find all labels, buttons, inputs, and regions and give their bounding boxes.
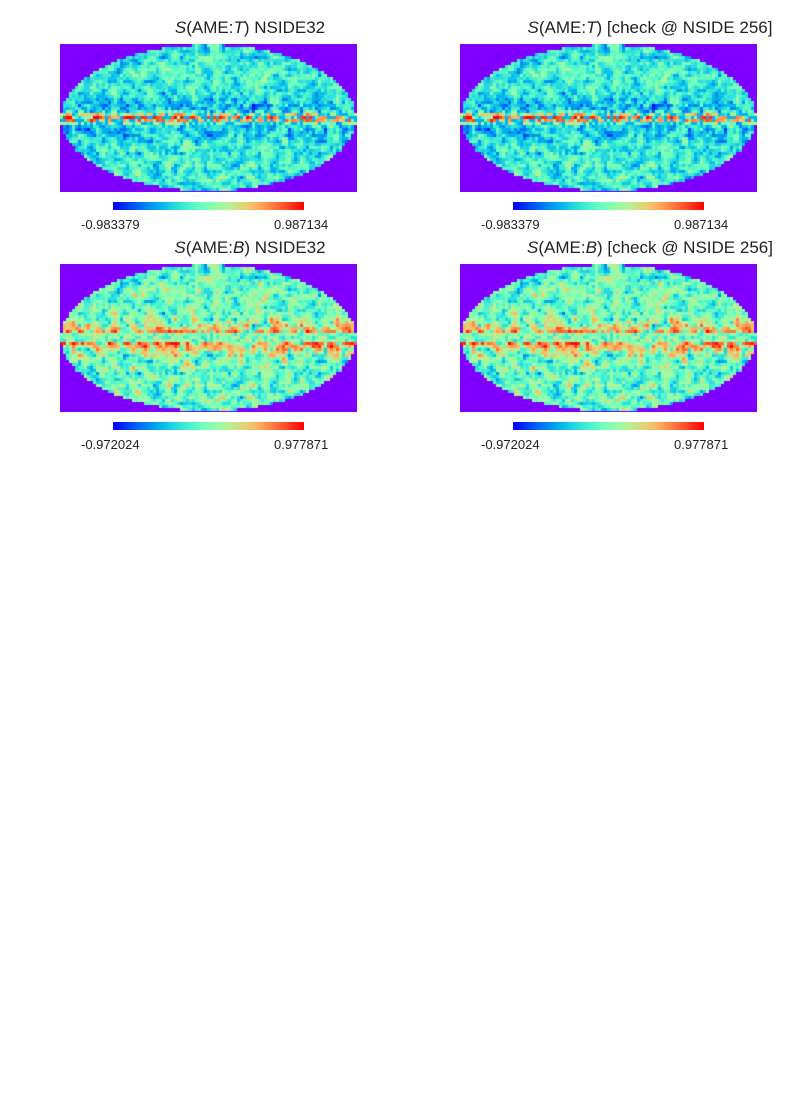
title-close: ) — [243, 18, 250, 37]
sky-map — [60, 264, 357, 412]
colorbar-min-label: -0.972024 — [481, 437, 540, 452]
sky-map — [460, 44, 757, 192]
colorbar-min-label: -0.972024 — [81, 437, 140, 452]
map-panel: S(AME:T) [check @ NSIDE 256] -0.983379 0… — [460, 16, 800, 232]
title-close: ) — [596, 238, 603, 257]
colorbar — [513, 202, 704, 210]
colorbar-min-label: -0.983379 — [81, 217, 140, 232]
title-quantity: T — [233, 18, 244, 37]
colorbar-min-label: -0.983379 — [481, 217, 540, 232]
colorbar-max-label: 0.987134 — [274, 217, 329, 232]
colorbar-max-label: 0.977871 — [274, 437, 329, 452]
panel-title: S(AME:T) [check @ NSIDE 256] — [460, 16, 800, 40]
title-function: S — [527, 18, 539, 37]
title-quantity: B — [585, 238, 597, 257]
colorbar-max-label: 0.977871 — [674, 437, 729, 452]
map-panel: S(AME:B) NSIDE32 -0.972024 0.977871 — [60, 236, 440, 452]
title-open: (AME: — [538, 238, 586, 257]
title-suffix: NSIDE32 — [249, 18, 326, 37]
title-open: (AME: — [538, 18, 587, 37]
title-close: ) — [596, 18, 603, 37]
map-panel: S(AME:B) [check @ NSIDE 256] -0.972024 0… — [460, 236, 800, 452]
mollweide-heatmap — [460, 264, 757, 412]
mollweide-heatmap — [60, 44, 357, 192]
title-function: S — [527, 238, 539, 257]
panel-title: S(AME:B) NSIDE32 — [60, 236, 440, 260]
title-suffix: NSIDE32 — [250, 238, 326, 257]
colorbar — [513, 422, 704, 430]
sky-map — [460, 264, 757, 412]
mollweide-heatmap — [460, 44, 757, 192]
title-close: ) — [244, 238, 250, 257]
title-open: (AME: — [185, 238, 233, 257]
title-suffix: [check @ NSIDE 256] — [602, 18, 773, 37]
title-function: S — [174, 238, 186, 257]
colorbar — [113, 422, 304, 430]
title-open: (AME: — [186, 18, 234, 37]
colorbar — [113, 202, 304, 210]
mollweide-heatmap — [60, 264, 357, 412]
sky-map — [60, 44, 357, 192]
title-function: S — [174, 18, 187, 37]
colorbar-max-label: 0.987134 — [674, 217, 729, 232]
title-quantity: T — [586, 18, 597, 37]
panel-title: S(AME:T) NSIDE32 — [60, 16, 440, 40]
title-suffix: [check @ NSIDE 256] — [602, 238, 773, 257]
map-panel: S(AME:T) NSIDE32 -0.983379 0.987134 — [60, 16, 440, 232]
title-quantity: B — [232, 238, 245, 257]
panel-title: S(AME:B) [check @ NSIDE 256] — [460, 236, 800, 260]
